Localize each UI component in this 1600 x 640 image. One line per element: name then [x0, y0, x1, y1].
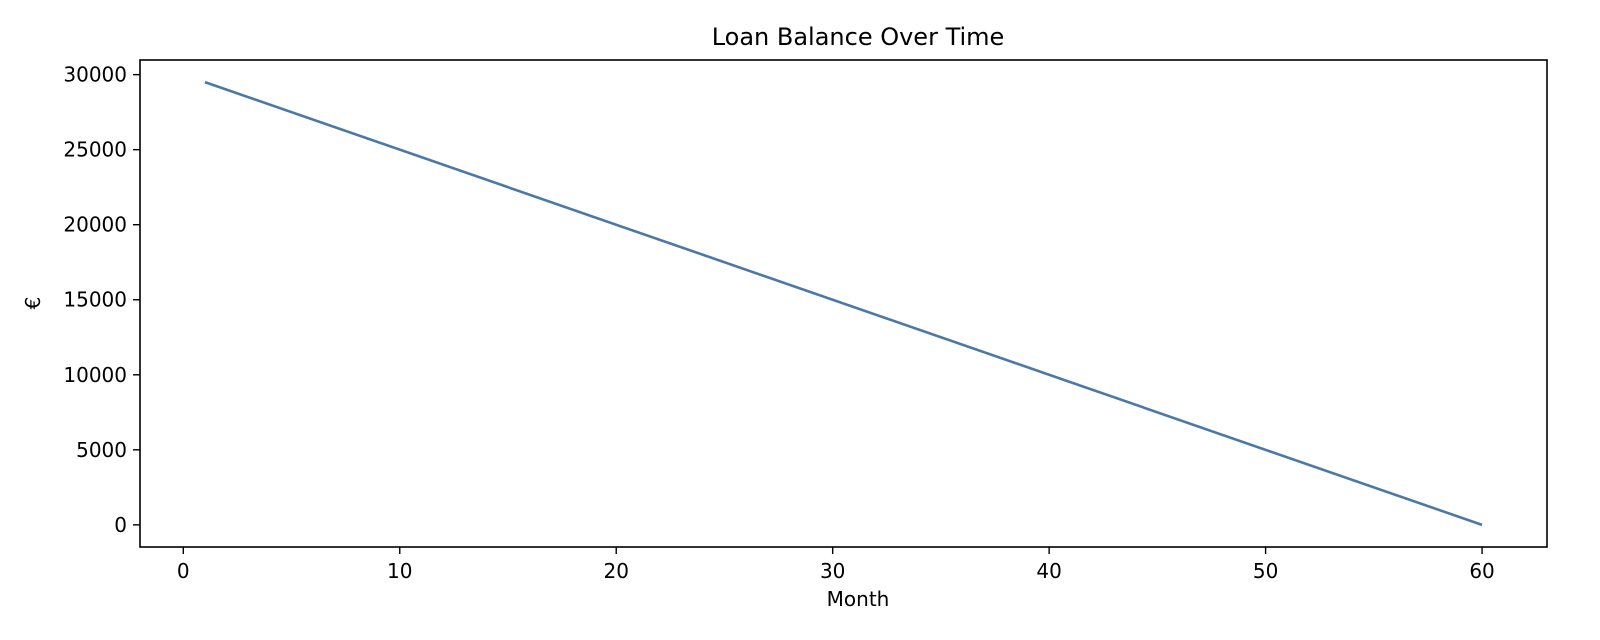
series-layer	[204, 80, 1483, 527]
chart-title: Loan Balance Over Time	[712, 23, 1005, 51]
series-line-0	[204, 80, 1483, 527]
plot-area-frame	[139, 59, 1548, 548]
x-tick-label: 20	[603, 559, 628, 583]
x-tick-label: 10	[387, 559, 412, 583]
y-tick-label: 10000	[63, 363, 127, 387]
x-axis: 0 10 20 30 40 50 60	[177, 547, 1495, 583]
x-axis-label: Month	[827, 587, 890, 611]
x-tick-label: 60	[1469, 559, 1494, 583]
y-axis: 0 5000 10000 15000 20000 25000 30000	[63, 63, 140, 537]
y-tick-label: 0	[114, 513, 127, 537]
y-tick-label: 5000	[76, 438, 127, 462]
y-tick-label: 25000	[63, 138, 127, 162]
y-axis-label: €	[21, 297, 45, 310]
y-tick-label: 20000	[63, 213, 127, 237]
x-tick-label: 30	[820, 559, 845, 583]
x-tick-label: 0	[177, 559, 190, 583]
y-tick-label: 30000	[63, 63, 127, 87]
y-tick-label: 15000	[63, 288, 127, 312]
x-tick-label: 40	[1036, 559, 1061, 583]
x-tick-label: 50	[1253, 559, 1278, 583]
